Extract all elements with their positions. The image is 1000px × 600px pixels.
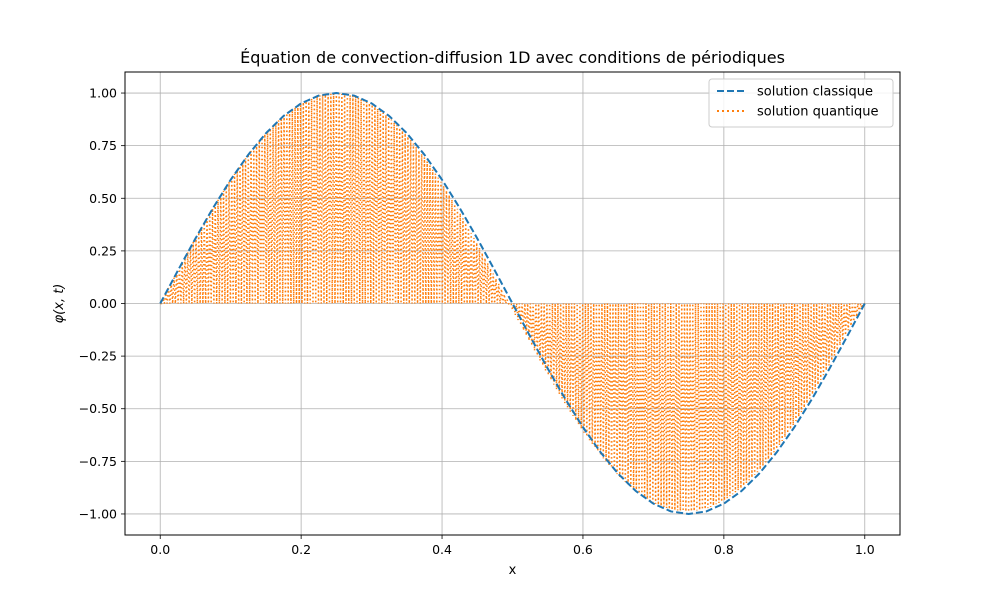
y-tick-label: 1.00 <box>89 86 117 101</box>
y-tick-label: −0.50 <box>79 401 117 416</box>
y-tick-label: −0.75 <box>79 454 117 469</box>
y-axis-label: φ(x, t) <box>52 284 67 324</box>
y-tick-label: −0.25 <box>79 349 117 364</box>
chart-title: Équation de convection-diffusion 1D avec… <box>240 48 785 67</box>
y-tick-label: 0.50 <box>89 191 117 206</box>
legend: solution classique solution quantique <box>708 78 894 128</box>
y-tick-label: 0.25 <box>89 243 117 258</box>
ticks: 0.0 0.2 0.4 0.6 0.8 1.0 1.00 0.75 0.50 0.25 0.00 −0… <box>79 86 875 557</box>
y-tick-label: −1.00 <box>79 506 117 521</box>
x-tick-label: 1.0 <box>855 542 875 557</box>
x-tick-label: 0.4 <box>432 542 452 557</box>
x-tick-label: 0.2 <box>291 542 311 557</box>
x-tick-label: 0.6 <box>573 542 593 557</box>
x-axis-label: x <box>509 563 517 578</box>
y-tick-label: 0.75 <box>89 138 117 153</box>
x-tick-label: 0.0 <box>150 542 170 557</box>
legend-label-classique: solution classique <box>757 85 873 100</box>
legend-box <box>708 78 894 128</box>
x-tick-label: 0.8 <box>714 542 734 557</box>
y-tick-label: 0.00 <box>89 296 117 311</box>
legend-label-quantique: solution quantique <box>757 105 879 120</box>
grid <box>125 72 900 535</box>
